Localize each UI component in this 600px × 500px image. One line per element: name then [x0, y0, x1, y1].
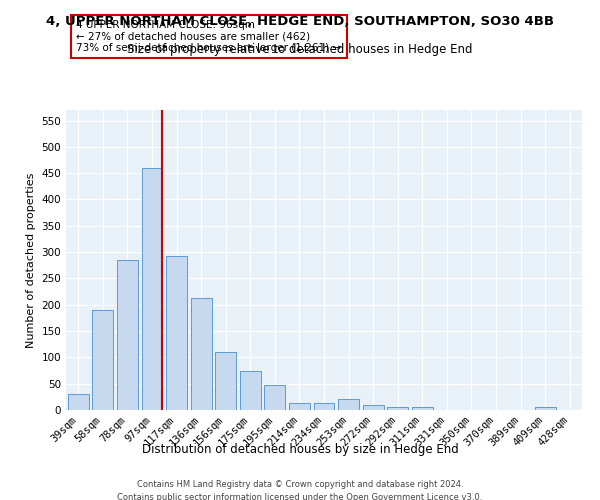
Bar — [535, 408, 556, 410]
Text: Size of property relative to detached houses in Hedge End: Size of property relative to detached ho… — [127, 42, 473, 56]
Text: Distribution of detached houses by size in Hedge End: Distribution of detached houses by size … — [142, 442, 458, 456]
Bar — [338, 399, 359, 410]
Bar — [166, 256, 187, 410]
Bar — [142, 168, 163, 410]
Text: Contains HM Land Registry data © Crown copyright and database right 2024.: Contains HM Land Registry data © Crown c… — [137, 480, 463, 489]
Bar — [240, 371, 261, 410]
Bar — [289, 403, 310, 410]
Text: 4, UPPER NORTHAM CLOSE, HEDGE END, SOUTHAMPTON, SO30 4BB: 4, UPPER NORTHAM CLOSE, HEDGE END, SOUTH… — [46, 15, 554, 28]
Text: Contains public sector information licensed under the Open Government Licence v3: Contains public sector information licen… — [118, 492, 482, 500]
Bar — [215, 352, 236, 410]
Bar — [265, 386, 286, 410]
Bar — [68, 394, 89, 410]
Bar — [412, 408, 433, 410]
Y-axis label: Number of detached properties: Number of detached properties — [26, 172, 36, 348]
Bar — [191, 298, 212, 410]
Bar — [92, 310, 113, 410]
Bar — [387, 408, 408, 410]
Bar — [362, 404, 383, 410]
Bar — [117, 260, 138, 410]
Text: 4 UPPER NORTHAM CLOSE: 96sqm
← 27% of detached houses are smaller (462)
73% of s: 4 UPPER NORTHAM CLOSE: 96sqm ← 27% of de… — [76, 20, 341, 53]
Bar — [314, 403, 334, 410]
